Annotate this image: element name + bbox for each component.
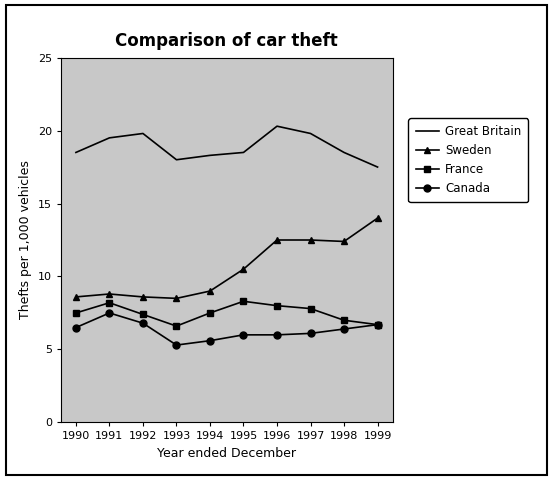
Great Britain [341, 150, 347, 156]
Canada [240, 332, 247, 338]
Great Britain [72, 150, 79, 156]
Great Britain [207, 153, 213, 158]
Canada [173, 342, 180, 348]
Legend: Great Britain, Sweden, France, Canada: Great Britain, Sweden, France, Canada [409, 118, 529, 202]
France [72, 310, 79, 316]
Great Britain [240, 150, 247, 156]
Canada [274, 332, 280, 338]
France [106, 300, 113, 306]
Line: Great Britain: Great Britain [76, 126, 378, 167]
Canada [207, 338, 213, 344]
Sweden [274, 237, 280, 243]
Sweden [106, 291, 113, 297]
France [274, 303, 280, 309]
Canada [374, 322, 381, 327]
Canada [139, 320, 146, 326]
Canada [341, 326, 347, 332]
Sweden [374, 215, 381, 221]
France [207, 310, 213, 316]
Great Britain [106, 135, 113, 141]
Canada [72, 324, 79, 330]
France [173, 323, 180, 329]
France [240, 299, 247, 304]
Sweden [307, 237, 314, 243]
Title: Comparison of car theft: Comparison of car theft [116, 33, 338, 50]
Y-axis label: Thefts per 1,000 vehicles: Thefts per 1,000 vehicles [19, 161, 32, 319]
Sweden [173, 296, 180, 301]
Sweden [72, 294, 79, 300]
Great Britain [374, 164, 381, 170]
Great Britain [274, 123, 280, 129]
Sweden [240, 266, 247, 272]
Line: France: France [72, 298, 381, 330]
France [374, 322, 381, 327]
France [341, 317, 347, 323]
Line: Sweden: Sweden [72, 215, 381, 302]
Great Britain [307, 131, 314, 136]
Sweden [207, 288, 213, 294]
France [307, 306, 314, 312]
France [139, 312, 146, 317]
Canada [307, 331, 314, 336]
Sweden [341, 239, 347, 244]
X-axis label: Year ended December: Year ended December [157, 447, 296, 460]
Line: Canada: Canada [72, 310, 381, 348]
Sweden [139, 294, 146, 300]
Canada [106, 310, 113, 316]
Great Britain [139, 131, 146, 136]
Great Britain [173, 157, 180, 163]
